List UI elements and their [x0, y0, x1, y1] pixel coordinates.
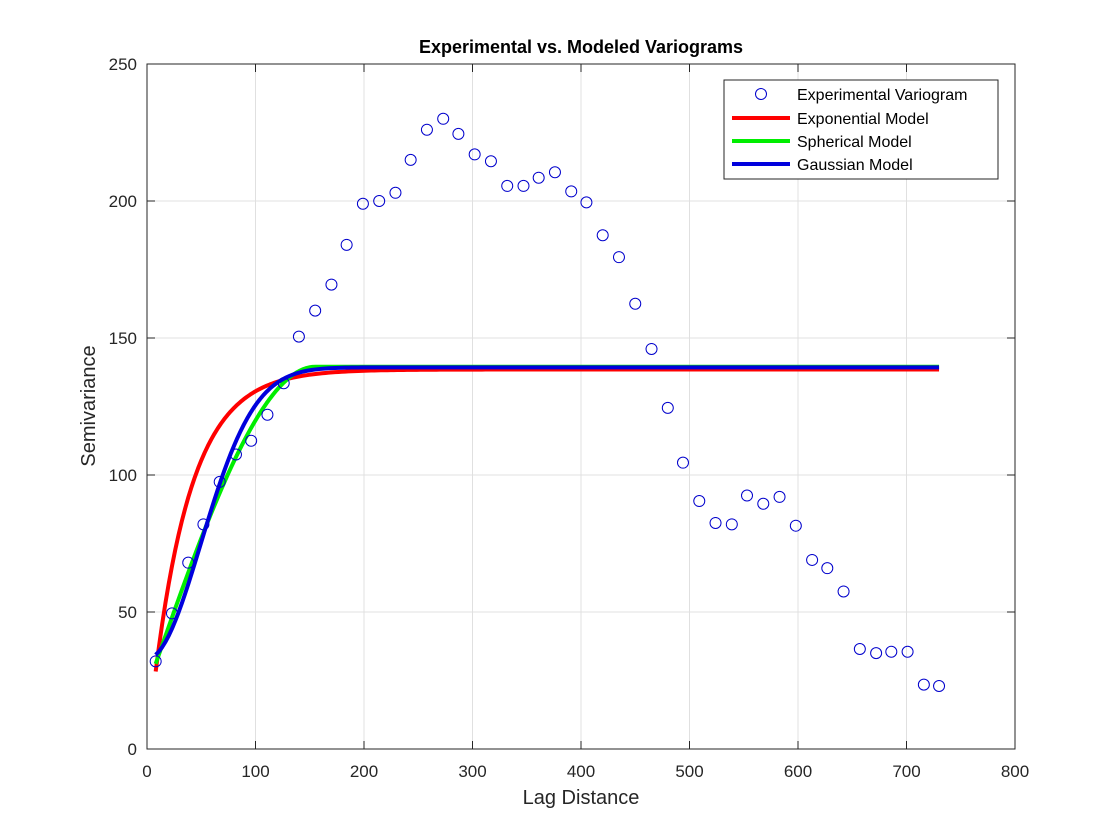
experimental-point	[821, 562, 834, 575]
y-tick-label: 50	[118, 603, 137, 622]
experimental-point	[773, 490, 786, 503]
x-tick-label: 100	[241, 762, 269, 781]
legend: Experimental Variogram Exponential Model…	[723, 79, 999, 180]
experimental-point	[213, 475, 226, 488]
experimental-point	[517, 179, 530, 192]
experimental-point	[261, 408, 274, 421]
experimental-point	[182, 556, 195, 569]
experimental-point	[325, 278, 338, 291]
x-tick-label: 800	[1001, 762, 1029, 781]
experimental-point	[277, 377, 290, 390]
x-tick-label: 0	[142, 762, 151, 781]
x-tick-label: 700	[892, 762, 920, 781]
experimental-point	[340, 238, 353, 251]
experimental-point	[501, 179, 514, 192]
y-axis-label: Semivariance	[78, 345, 100, 466]
experimental-point	[693, 495, 706, 508]
gaussian-model-line	[154, 365, 940, 657]
experimental-point	[373, 195, 386, 207]
experimental-points	[149, 112, 946, 692]
experimental-point	[356, 197, 369, 210]
x-tick-label: 300	[458, 762, 486, 781]
experimental-point	[149, 655, 162, 668]
experimental-point	[757, 497, 770, 510]
x-axis-label: Lag Distance	[523, 787, 640, 809]
experimental-point	[901, 645, 914, 658]
legend-label-spherical: Spherical Model	[797, 134, 912, 151]
experimental-point	[389, 186, 402, 199]
experimental-point	[596, 229, 609, 242]
experimental-point	[420, 123, 433, 136]
experimental-point	[532, 171, 545, 184]
experimental-point	[645, 342, 658, 355]
x-tick-label: 500	[675, 762, 703, 781]
experimental-point	[292, 330, 305, 343]
experimental-point	[709, 516, 722, 529]
y-tick-label: 100	[109, 466, 137, 485]
experimental-point	[484, 155, 497, 168]
experimental-point	[661, 401, 674, 414]
experimental-point	[548, 166, 561, 179]
experimental-point	[741, 489, 754, 502]
experimental-point	[565, 185, 578, 198]
experimental-point	[885, 645, 898, 658]
experimental-point	[725, 518, 738, 531]
experimental-point	[437, 112, 450, 125]
experimental-point	[853, 642, 866, 655]
chart-title: Experimental vs. Modeled Variograms	[419, 37, 743, 57]
x-tick-label: 200	[350, 762, 378, 781]
experimental-point	[789, 519, 802, 532]
x-tick-label: 600	[784, 762, 812, 781]
axis-ticks	[146, 63, 1016, 750]
experimental-point	[245, 434, 258, 447]
model-curves	[153, 364, 940, 672]
experimental-point	[806, 553, 819, 566]
experimental-point	[468, 148, 481, 161]
legend-label-experimental: Experimental Variogram	[797, 87, 967, 104]
x-tick-label: 400	[567, 762, 595, 781]
experimental-point	[452, 127, 465, 140]
experimental-point	[612, 251, 625, 264]
legend-marker-experimental	[755, 88, 767, 100]
experimental-point	[229, 448, 242, 461]
experimental-point	[933, 679, 946, 692]
experimental-point	[309, 304, 322, 317]
experimental-point	[165, 607, 178, 620]
y-tick-label: 150	[109, 329, 137, 348]
experimental-point	[629, 297, 642, 310]
experimental-point	[197, 518, 210, 531]
legend-label-exponential: Exponential Model	[797, 111, 929, 128]
experimental-point	[404, 153, 417, 166]
experimental-point	[870, 647, 883, 660]
experimental-point	[837, 585, 850, 598]
experimental-point	[580, 196, 593, 209]
y-tick-label: 200	[109, 192, 137, 211]
y-tick-label: 250	[109, 55, 137, 74]
x-tick-labels: 0 100 200 300 400 500 600 700 800	[142, 762, 1029, 781]
y-tick-label: 0	[128, 740, 137, 759]
grid-lines	[146, 63, 1016, 750]
legend-label-gaussian: Gaussian Model	[797, 157, 913, 174]
experimental-point	[917, 678, 930, 691]
y-tick-labels: 0 50 100 150 200 250	[109, 55, 137, 759]
experimental-point	[676, 456, 689, 469]
